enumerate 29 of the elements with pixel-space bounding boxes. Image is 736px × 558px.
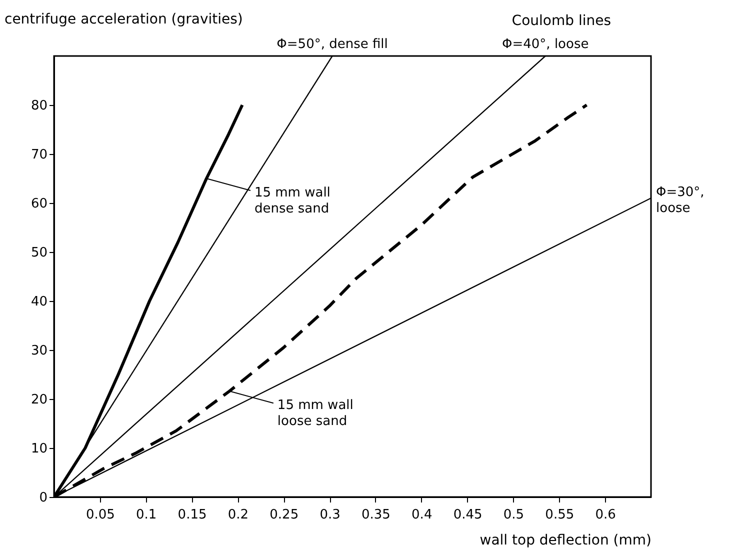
x-tick-label: 0.45 [453,508,482,522]
x-tick-label: 0.4 [412,508,432,522]
y-tick-label: 40 [30,294,48,310]
series-label: Φ=40°, loose [502,37,589,52]
y-tick-label: 50 [30,246,48,260]
y-tick-label: 80 [30,98,48,114]
x-tick-label: 0.25 [270,508,299,522]
y-tick-label: 70 [30,148,48,162]
series-label: Φ=50°, dense fill [276,37,388,52]
x-tick-label: 0.55 [545,508,574,522]
x-tick-label: 0.3 [320,508,340,522]
y-tick-label: 10 [30,442,48,456]
x-tick-label: 0.6 [595,508,616,522]
x-tick-label: 0.2 [228,508,249,522]
x-tick-label: 0.5 [503,508,524,522]
series-label: Φ=30°, loose [656,185,704,216]
y-tick-label: 0 [39,490,48,506]
x-tick-label: 0.35 [361,508,390,522]
annotation: 15 mm wall loose sand [277,398,354,430]
annotation: 15 mm wall dense sand [254,186,330,216]
x-tick-label: 0.1 [136,508,157,522]
x-axis-title: wall top deflection (mm) [480,532,652,548]
y-tick-label: 60 [30,196,48,212]
y-tick-label: 20 [30,392,48,408]
x-tick-label: 0.05 [86,508,115,522]
y-axis-title: centrifuge acceleration (gravities) [4,12,243,28]
x-tick-label: 0.15 [178,508,207,522]
y-tick-label: 30 [30,344,48,358]
text: Coulomb lines [512,13,611,29]
